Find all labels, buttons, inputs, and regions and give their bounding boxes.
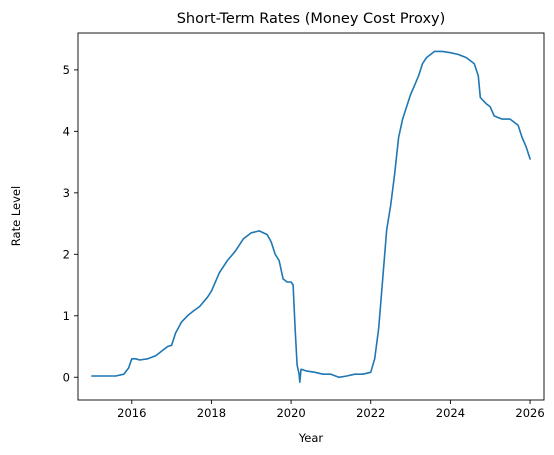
series-layer	[91, 50, 531, 383]
x-axis-label: Year	[298, 431, 324, 445]
axes-frame	[77, 32, 545, 401]
x-tick-label: 2022	[356, 406, 385, 420]
x-tick-label: 2016	[117, 406, 146, 420]
plot-area	[78, 33, 544, 400]
y-tick-label: 5	[63, 63, 70, 77]
y-tick-label: 0	[63, 370, 70, 384]
y-tick-label: 2	[63, 247, 70, 261]
series-line	[91, 50, 531, 383]
x-tick-label: 2018	[197, 406, 226, 420]
y-axis-label: Rate Level	[9, 186, 23, 246]
y-tick-label: 4	[63, 124, 70, 138]
y-axis: 0 1 2 3 4 5	[63, 63, 78, 384]
x-tick-label: 2024	[436, 406, 465, 420]
chart-title: Short-Term Rates (Money Cost Proxy)	[177, 11, 446, 27]
y-tick-label: 1	[63, 309, 70, 323]
x-tick-label: 2020	[276, 406, 305, 420]
x-tick-label: 2026	[515, 406, 544, 420]
x-axis: 2016 2018 2020 2022 2024 2026	[117, 400, 545, 420]
y-tick-label: 3	[63, 186, 70, 200]
